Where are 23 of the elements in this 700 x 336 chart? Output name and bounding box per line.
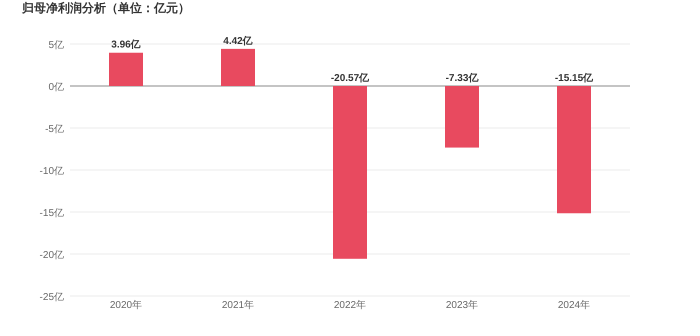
y-tick-label: -25亿 xyxy=(40,292,64,303)
data-label: -15.15亿 xyxy=(554,72,594,84)
bar xyxy=(221,48,255,86)
data-label: 4.42亿 xyxy=(223,34,254,47)
data-label: -7.33亿 xyxy=(446,72,480,84)
chart-title: 归母净利润分析（单位：亿元） xyxy=(21,1,190,15)
x-tick-label: 2020年 xyxy=(110,299,142,311)
y-tick-label: -20亿 xyxy=(40,250,64,261)
y-tick-label: -5亿 xyxy=(45,124,64,135)
bar xyxy=(109,52,143,86)
y-tick-label: 0亿 xyxy=(48,82,64,93)
x-tick-label: 2024年 xyxy=(558,299,590,311)
y-tick-label: -10亿 xyxy=(40,166,64,177)
bar xyxy=(445,86,479,148)
x-tick-label: 2021年 xyxy=(222,299,254,311)
x-tick-label: 2023年 xyxy=(446,299,478,311)
y-tick-label: 5亿 xyxy=(48,40,64,51)
data-label: -20.57亿 xyxy=(330,72,370,84)
bar xyxy=(557,86,591,214)
x-tick-label: 2022年 xyxy=(334,299,366,311)
data-label: 3.96亿 xyxy=(111,38,142,51)
y-tick-label: -15亿 xyxy=(40,208,64,219)
bar xyxy=(333,86,367,259)
